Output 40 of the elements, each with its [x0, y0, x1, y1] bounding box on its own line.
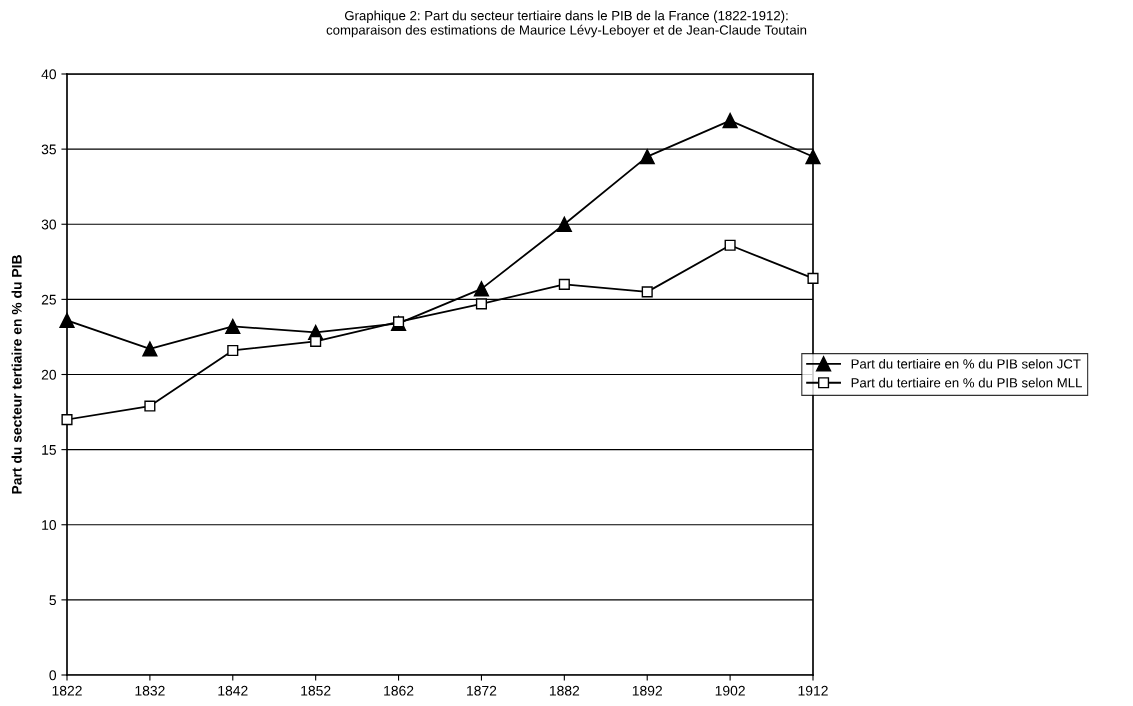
x-tick-label: 1872 — [467, 685, 497, 696]
y-tick-label: 5 — [49, 595, 56, 606]
y-tick-label: 35 — [41, 144, 56, 155]
legend-label: Part du tertiaire en % du PIB selon MLL — [851, 377, 1082, 388]
y-tick-label: 30 — [41, 219, 57, 230]
x-tick-label: 1862 — [384, 685, 414, 696]
point — [61, 414, 73, 426]
point — [558, 278, 570, 290]
point — [641, 286, 653, 298]
point — [59, 312, 75, 329]
y-axis-title: Part du secteur tertiaire en % du PIB — [11, 255, 22, 494]
point — [227, 344, 239, 357]
point — [556, 216, 572, 232]
x-tick-label: 1842 — [218, 685, 248, 696]
point — [724, 239, 736, 251]
y-tick-label: 40 — [41, 69, 57, 80]
legend-label: Part du tertiaire en % du PIB selon JCT — [851, 358, 1081, 369]
chart-title: Graphique 2: Part du secteur tertiaire dans le PIB de la France (1822-1912): comparaison des estimations de Maurice Lévy-Leboyer et de Jean-Claude Toutain — [326, 10, 807, 38]
x-tick-label: 1822 — [52, 685, 82, 696]
y-tick-label: 10 — [42, 520, 57, 530]
x-tick-label: 1852 — [301, 685, 331, 696]
point — [639, 148, 655, 165]
point — [142, 341, 158, 357]
point — [144, 400, 156, 412]
point — [225, 318, 241, 335]
x-tick-label: 1832 — [135, 685, 165, 696]
y-tick-label: 20 — [41, 369, 57, 380]
y-tick-label: 25 — [41, 294, 56, 305]
y-tick-label: 0 — [49, 670, 57, 681]
x-tick-label: 1882 — [549, 685, 580, 696]
point — [475, 298, 488, 310]
x-tick-label: 1892 — [632, 685, 662, 696]
y-tick-label: 15 — [42, 445, 56, 455]
point — [722, 112, 738, 129]
x-tick-label: 1902 — [715, 685, 745, 696]
point — [805, 148, 821, 165]
x-tick-label: 1912 — [798, 685, 828, 696]
point — [392, 316, 405, 328]
point — [473, 281, 490, 297]
point — [807, 272, 819, 284]
